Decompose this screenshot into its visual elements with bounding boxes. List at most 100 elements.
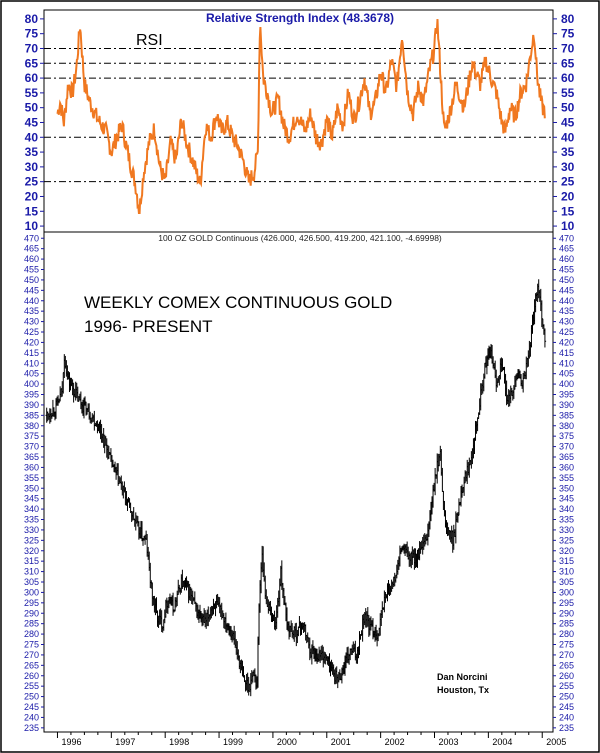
price-tick-label: 295 xyxy=(559,598,574,608)
price-tick-label: 290 xyxy=(24,608,39,618)
price-tick-label: 410 xyxy=(559,358,574,368)
price-tick-label: 365 xyxy=(24,452,39,462)
rsi-tick-label: 80 xyxy=(561,12,575,26)
x-tick-label: 2000 xyxy=(277,737,297,747)
price-tick-label: 440 xyxy=(24,296,39,306)
rsi-tick-label: 30 xyxy=(561,160,575,174)
price-tick-label: 385 xyxy=(559,410,574,420)
x-tick-label: 2002 xyxy=(385,737,405,747)
price-tick-label: 340 xyxy=(559,504,574,514)
price-tick-label: 285 xyxy=(24,619,39,629)
rsi-tick-label: 10 xyxy=(25,219,39,233)
price-tick-label: 335 xyxy=(24,515,39,525)
rsi-tick-label: 65 xyxy=(25,56,39,70)
price-tick-label: 460 xyxy=(24,254,39,264)
rsi-tick-label: 70 xyxy=(561,41,575,55)
price-tick-label: 370 xyxy=(24,442,39,452)
rsi-tick-label: 15 xyxy=(25,204,39,218)
rsi-tick-label: 40 xyxy=(561,130,575,144)
price-tick-label: 270 xyxy=(24,650,39,660)
rsi-tick-label: 65 xyxy=(561,56,575,70)
price-tick-label: 250 xyxy=(24,692,39,702)
rsi-tick-label: 75 xyxy=(25,27,39,41)
rsi-tick-label: 35 xyxy=(561,145,575,159)
price-tick-label: 330 xyxy=(559,525,574,535)
price-tick-label: 440 xyxy=(559,296,574,306)
price-tick-label: 245 xyxy=(559,702,574,712)
price-plot-frame xyxy=(43,231,554,733)
price-bars xyxy=(45,279,547,697)
price-title-line-1: WEEKLY COMEX CONTINUOUS GOLD xyxy=(84,293,392,312)
price-tick-label: 305 xyxy=(559,577,574,587)
price-tick-label: 345 xyxy=(24,494,39,504)
price-tick-label: 430 xyxy=(559,317,574,327)
price-tick-label: 435 xyxy=(24,306,39,316)
price-tick-label: 405 xyxy=(559,369,574,379)
price-tick-label: 265 xyxy=(559,660,574,670)
price-tick-label: 305 xyxy=(24,577,39,587)
price-tick-label: 255 xyxy=(24,681,39,691)
price-tick-label: 385 xyxy=(24,410,39,420)
price-tick-label: 315 xyxy=(24,556,39,566)
price-tick-label: 360 xyxy=(559,462,574,472)
price-tick-label: 270 xyxy=(559,650,574,660)
price-tick-label: 445 xyxy=(24,285,39,295)
price-tick-label: 320 xyxy=(24,546,39,556)
price-tick-label: 455 xyxy=(559,265,574,275)
rsi-tick-label: 20 xyxy=(25,189,39,203)
price-y-ticks-right: 2352402452502552602652702752802852902953… xyxy=(553,233,574,733)
rsi-tick-label: 30 xyxy=(25,160,39,174)
price-tick-label: 290 xyxy=(559,608,574,618)
price-tick-label: 400 xyxy=(559,379,574,389)
price-tick-label: 420 xyxy=(24,337,39,347)
price-tick-label: 375 xyxy=(24,431,39,441)
price-tick-label: 400 xyxy=(24,379,39,389)
price-tick-label: 280 xyxy=(559,629,574,639)
price-tick-label: 395 xyxy=(559,390,574,400)
rsi-tick-label: 40 xyxy=(25,130,39,144)
price-tick-label: 430 xyxy=(24,317,39,327)
x-axis-ticks: 1996 1997 1998 1999 2000 2001 2002 2003 2004 2005 xyxy=(56,732,566,747)
rsi-tick-label: 70 xyxy=(25,41,39,55)
price-tick-label: 240 xyxy=(24,712,39,722)
rsi-tick-label: 15 xyxy=(561,204,575,218)
price-tick-label: 360 xyxy=(24,462,39,472)
price-tick-label: 355 xyxy=(24,473,39,483)
price-tick-label: 390 xyxy=(559,400,574,410)
price-tick-label: 255 xyxy=(559,681,574,691)
price-tick-label: 395 xyxy=(24,390,39,400)
rsi-tick-label: 25 xyxy=(25,175,39,189)
price-tick-label: 445 xyxy=(559,285,574,295)
rsi-tick-label: 60 xyxy=(25,71,39,85)
price-tick-label: 250 xyxy=(559,692,574,702)
price-tick-label: 450 xyxy=(24,275,39,285)
price-tick-label: 365 xyxy=(559,452,574,462)
price-tick-label: 330 xyxy=(24,525,39,535)
price-tick-label: 380 xyxy=(559,421,574,431)
price-tick-label: 350 xyxy=(24,483,39,493)
price-tick-label: 450 xyxy=(559,275,574,285)
rsi-tick-label: 45 xyxy=(561,115,575,129)
price-tick-label: 315 xyxy=(559,556,574,566)
price-tick-label: 465 xyxy=(24,244,39,254)
price-tick-label: 355 xyxy=(559,473,574,483)
rsi-tick-label: 25 xyxy=(561,175,575,189)
price-tick-label: 335 xyxy=(559,515,574,525)
price-tick-label: 235 xyxy=(559,723,574,733)
price-tick-label: 470 xyxy=(24,233,39,243)
rsi-label: RSI xyxy=(136,32,163,49)
x-tick-label: 2001 xyxy=(331,737,351,747)
rsi-tick-label: 75 xyxy=(561,27,575,41)
price-tick-label: 260 xyxy=(24,671,39,681)
rsi-tick-label: 45 xyxy=(25,115,39,129)
price-tick-label: 325 xyxy=(559,535,574,545)
price-tick-label: 405 xyxy=(24,369,39,379)
price-tick-label: 390 xyxy=(24,400,39,410)
credit-line-1: Dan Norcini xyxy=(437,672,488,682)
x-tick-label: 1996 xyxy=(61,737,81,747)
x-tick-label: 2004 xyxy=(492,737,512,747)
rsi-tick-label: 55 xyxy=(25,86,39,100)
